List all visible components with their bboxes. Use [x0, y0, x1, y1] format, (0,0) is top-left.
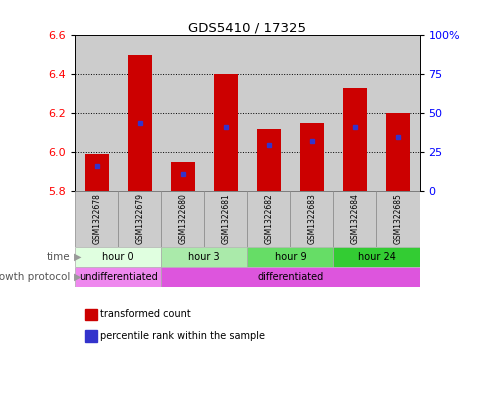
Text: undifferentiated: undifferentiated: [79, 272, 157, 282]
Bar: [75, 267, 161, 287]
Text: GSM1322680: GSM1322680: [178, 193, 187, 244]
Text: GSM1322681: GSM1322681: [221, 193, 230, 244]
Text: time: time: [46, 252, 70, 262]
Bar: [161, 191, 204, 247]
Text: growth protocol: growth protocol: [0, 272, 70, 282]
Bar: [75, 35, 118, 191]
Bar: [85, 154, 108, 191]
Bar: [333, 247, 419, 267]
Bar: [376, 191, 419, 247]
Text: ▶: ▶: [74, 272, 81, 282]
Bar: [204, 35, 247, 191]
Bar: [204, 191, 247, 247]
Bar: [75, 191, 118, 247]
Bar: [290, 191, 333, 247]
Text: GSM1322683: GSM1322683: [307, 193, 316, 244]
Bar: [257, 129, 280, 191]
Bar: [333, 191, 376, 247]
Text: ▶: ▶: [74, 252, 81, 262]
Bar: [376, 35, 419, 191]
Bar: [385, 113, 409, 191]
Title: GDS5410 / 17325: GDS5410 / 17325: [188, 21, 306, 34]
Text: GSM1322679: GSM1322679: [135, 193, 144, 244]
Bar: [128, 55, 151, 191]
Bar: [333, 35, 376, 191]
Bar: [342, 88, 366, 191]
Bar: [161, 267, 419, 287]
Bar: [161, 35, 204, 191]
Text: transformed count: transformed count: [100, 309, 191, 320]
Bar: [247, 191, 290, 247]
Text: GSM1322685: GSM1322685: [393, 193, 402, 244]
Bar: [300, 123, 323, 191]
Text: GSM1322684: GSM1322684: [350, 193, 359, 244]
Bar: [161, 247, 247, 267]
Text: hour 0: hour 0: [102, 252, 134, 262]
Bar: [247, 247, 333, 267]
Bar: [75, 247, 161, 267]
Text: differentiated: differentiated: [257, 272, 323, 282]
Text: GSM1322678: GSM1322678: [92, 193, 101, 244]
Bar: [118, 35, 161, 191]
Text: GSM1322682: GSM1322682: [264, 193, 273, 244]
Bar: [247, 35, 290, 191]
Bar: [290, 35, 333, 191]
Text: hour 9: hour 9: [274, 252, 305, 262]
Bar: [170, 162, 194, 191]
Bar: [213, 74, 237, 191]
Text: percentile rank within the sample: percentile rank within the sample: [100, 331, 265, 341]
Text: hour 3: hour 3: [188, 252, 220, 262]
Bar: [118, 191, 161, 247]
Text: hour 24: hour 24: [357, 252, 394, 262]
